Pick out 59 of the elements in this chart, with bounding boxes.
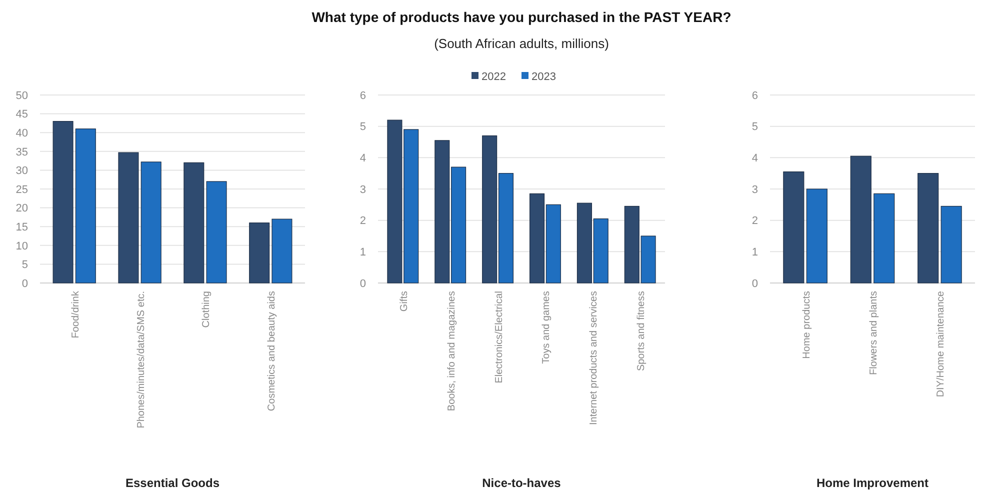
y-tick-label: 30 bbox=[16, 165, 28, 178]
bar bbox=[184, 162, 204, 284]
x-tick-label: Food/drink bbox=[70, 290, 82, 338]
legend-label: 2023 bbox=[532, 70, 556, 83]
bar bbox=[140, 162, 162, 284]
legend-label: 2022 bbox=[482, 70, 506, 83]
x-axis-title: Essential Goods bbox=[125, 476, 220, 490]
x-tick-label: Toys and games bbox=[541, 291, 552, 364]
y-tick-label: 1 bbox=[752, 246, 758, 259]
x-tick-label: Cosmetics and beauty aids bbox=[266, 291, 278, 412]
x-tick-label: Electronics/Electrical bbox=[494, 291, 505, 384]
x-tick-label: Gifts bbox=[398, 291, 410, 312]
y-tick-label: 0 bbox=[752, 278, 758, 290]
bar bbox=[806, 188, 828, 284]
y-tick-label: 3 bbox=[360, 184, 366, 196]
y-tick-label: 2 bbox=[752, 215, 758, 228]
x-tick-label: Home products bbox=[801, 291, 812, 359]
bar bbox=[783, 171, 804, 284]
y-tick-label: 4 bbox=[360, 152, 366, 165]
y-tick-label: 40 bbox=[16, 127, 28, 140]
x-axis-title: Home Improvement bbox=[816, 476, 929, 490]
x-tick-label: Internet products and services bbox=[588, 291, 600, 425]
bar bbox=[52, 121, 74, 284]
bar bbox=[272, 218, 292, 284]
y-tick-label: 20 bbox=[16, 202, 28, 215]
bar bbox=[249, 222, 270, 284]
y-tick-label: 5 bbox=[752, 121, 758, 134]
chart-subtitle: (South African adults, millions) bbox=[434, 36, 609, 51]
bar bbox=[75, 128, 96, 284]
y-tick-label: 5 bbox=[22, 259, 28, 272]
x-tick-label: Clothing bbox=[201, 291, 212, 328]
y-tick-label: 25 bbox=[16, 184, 28, 196]
x-axis-title: Nice-to-haves bbox=[482, 476, 562, 490]
y-tick-label: 10 bbox=[16, 240, 28, 252]
x-tick-label: Flowers and plants bbox=[868, 291, 880, 375]
y-tick-label: 15 bbox=[16, 221, 28, 234]
x-tick-label: DIY/Home maintenance bbox=[936, 290, 947, 398]
chart-title: What type of products have you purchased in the PAST YEAR? bbox=[312, 9, 732, 25]
y-tick-label: 6 bbox=[360, 90, 366, 102]
bar bbox=[206, 181, 227, 284]
x-tick-label: Sports and fitness bbox=[636, 291, 648, 372]
y-tick-label: 45 bbox=[16, 108, 28, 121]
y-tick-label: 2 bbox=[360, 215, 366, 228]
bar bbox=[874, 193, 895, 284]
x-tick-label: Books, info and magazines bbox=[446, 291, 458, 412]
y-tick-label: 4 bbox=[752, 152, 758, 165]
y-tick-label: 0 bbox=[22, 278, 28, 290]
y-tick-label: 3 bbox=[752, 184, 758, 196]
x-tick-label: Phones/minutes/data/SMS etc. bbox=[136, 291, 147, 428]
y-tick-label: 1 bbox=[360, 246, 366, 259]
bar bbox=[940, 206, 962, 284]
y-tick-label: 0 bbox=[360, 278, 366, 290]
bar bbox=[918, 173, 939, 284]
y-tick-label: 5 bbox=[360, 121, 366, 134]
y-tick-label: 35 bbox=[16, 146, 28, 158]
y-tick-label: 6 bbox=[752, 90, 758, 102]
bar bbox=[850, 156, 872, 284]
y-tick-label: 50 bbox=[16, 90, 28, 102]
bar bbox=[118, 152, 139, 284]
